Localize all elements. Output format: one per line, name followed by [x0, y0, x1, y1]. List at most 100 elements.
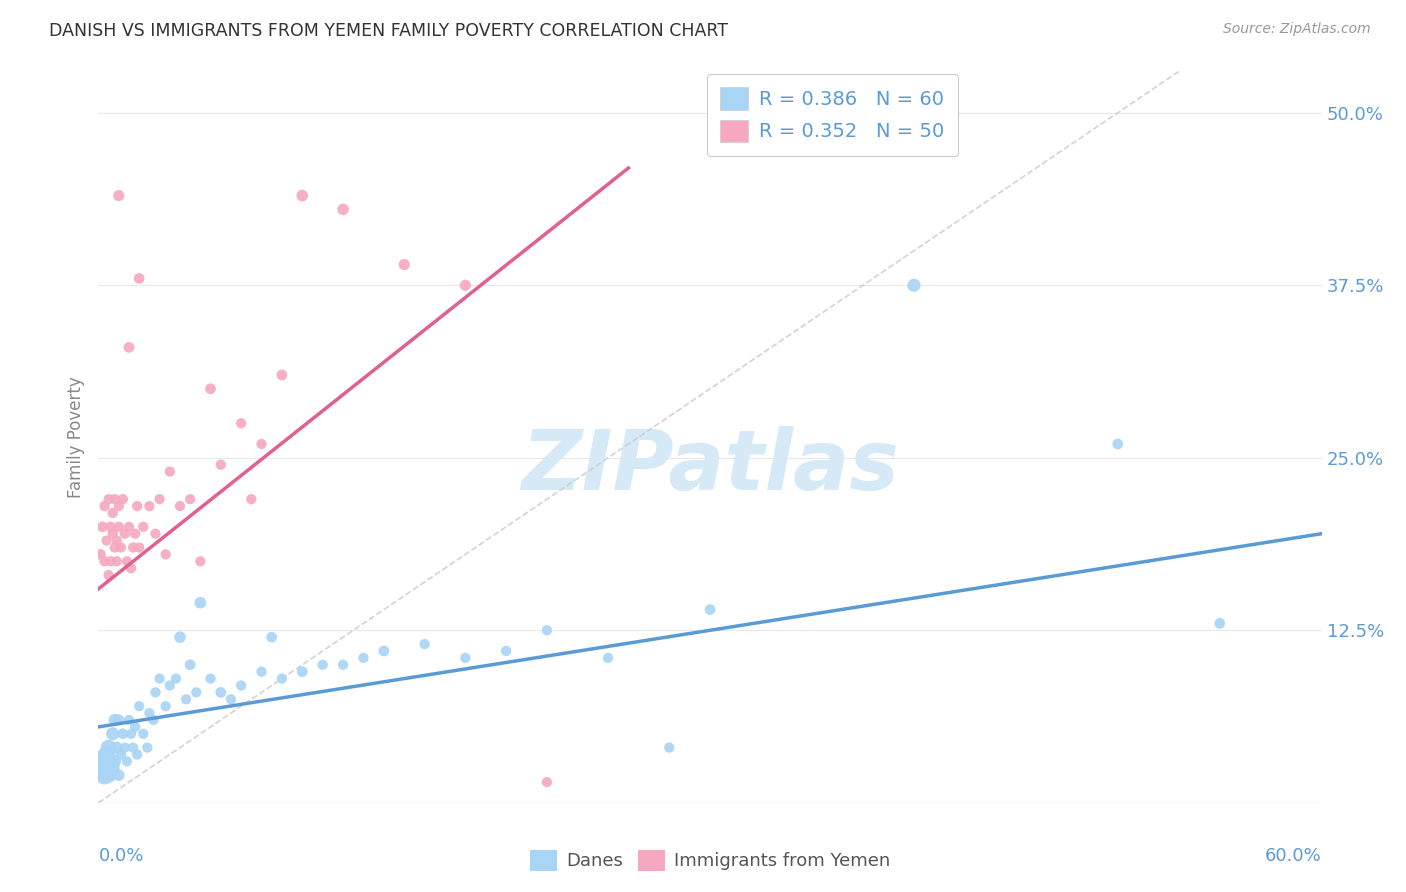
Point [291, 665, 314, 679]
Point [100, 755, 122, 769]
Point [149, 492, 172, 507]
Point [120, 561, 142, 575]
Point [413, 637, 436, 651]
Point [100, 554, 122, 568]
Point [108, 713, 131, 727]
Point [136, 740, 159, 755]
Point [332, 202, 354, 217]
Text: 0.0%: 0.0% [98, 847, 143, 864]
Point [250, 665, 273, 679]
Point [392, 258, 416, 272]
Point [260, 630, 283, 644]
Text: DANISH VS IMMIGRANTS FROM YEMEN FAMILY POVERTY CORRELATION CHART: DANISH VS IMMIGRANTS FROM YEMEN FAMILY P… [49, 22, 728, 40]
Point [118, 340, 141, 354]
Point [101, 761, 124, 775]
Point [104, 541, 127, 555]
Point [110, 541, 132, 555]
Point [312, 657, 335, 672]
Point [598, 651, 620, 665]
Point [179, 492, 201, 507]
Point [454, 278, 477, 293]
Point [101, 526, 124, 541]
Point [101, 727, 124, 741]
Point [200, 672, 222, 686]
Point [179, 657, 201, 672]
Point [104, 492, 127, 507]
Point [108, 520, 131, 534]
Point [332, 657, 354, 672]
Point [200, 382, 222, 396]
Point [100, 520, 122, 534]
Point [104, 713, 127, 727]
Point [97, 568, 120, 582]
Point [118, 520, 141, 534]
Point [138, 706, 160, 720]
Point [169, 630, 191, 644]
Point [373, 644, 395, 658]
Point [240, 492, 263, 507]
Point [1107, 437, 1129, 451]
Point [96, 747, 118, 762]
Point [270, 368, 294, 382]
Point [120, 727, 142, 741]
Point [127, 499, 149, 513]
Point [124, 720, 146, 734]
Point [145, 526, 167, 541]
Point [89, 761, 111, 775]
Point [209, 685, 232, 699]
Point [110, 747, 132, 762]
Point [231, 417, 253, 431]
Point [536, 775, 558, 789]
Point [219, 692, 242, 706]
Text: 60.0%: 60.0% [1265, 847, 1322, 864]
Point [231, 678, 253, 692]
Point [142, 713, 165, 727]
Point [105, 740, 128, 755]
Point [149, 672, 172, 686]
Point [132, 727, 155, 741]
Point [270, 672, 294, 686]
Point [186, 685, 208, 699]
Point [159, 465, 181, 479]
Point [188, 596, 212, 610]
Point [108, 768, 131, 782]
Point [174, 692, 197, 706]
Point [91, 520, 114, 534]
Point [97, 740, 120, 755]
Point [250, 437, 273, 451]
Point [155, 699, 177, 714]
Point [93, 768, 115, 782]
Point [291, 188, 314, 202]
Point [903, 278, 925, 293]
Point [105, 533, 128, 548]
Point [1209, 616, 1232, 631]
Point [97, 492, 120, 507]
Point [122, 541, 145, 555]
Point [108, 188, 131, 202]
Point [169, 499, 191, 513]
Point [105, 554, 128, 568]
Point [111, 727, 134, 741]
Point [91, 755, 114, 769]
Point [159, 678, 181, 692]
Point [188, 554, 212, 568]
Point [101, 506, 124, 520]
Point [658, 740, 681, 755]
Point [128, 271, 150, 285]
Point [132, 520, 155, 534]
Point [128, 699, 150, 714]
Point [165, 672, 187, 686]
Legend: Danes, Immigrants from Yemen: Danes, Immigrants from Yemen [523, 843, 897, 878]
Point [127, 747, 149, 762]
Point [114, 740, 136, 755]
Text: ZIPatlas: ZIPatlas [522, 425, 898, 507]
Point [108, 499, 131, 513]
Point [145, 685, 167, 699]
Point [114, 526, 136, 541]
Point [124, 526, 146, 541]
Point [352, 651, 374, 665]
Text: Source: ZipAtlas.com: Source: ZipAtlas.com [1223, 22, 1371, 37]
Point [93, 554, 115, 568]
Point [89, 548, 111, 562]
Point [122, 740, 145, 755]
